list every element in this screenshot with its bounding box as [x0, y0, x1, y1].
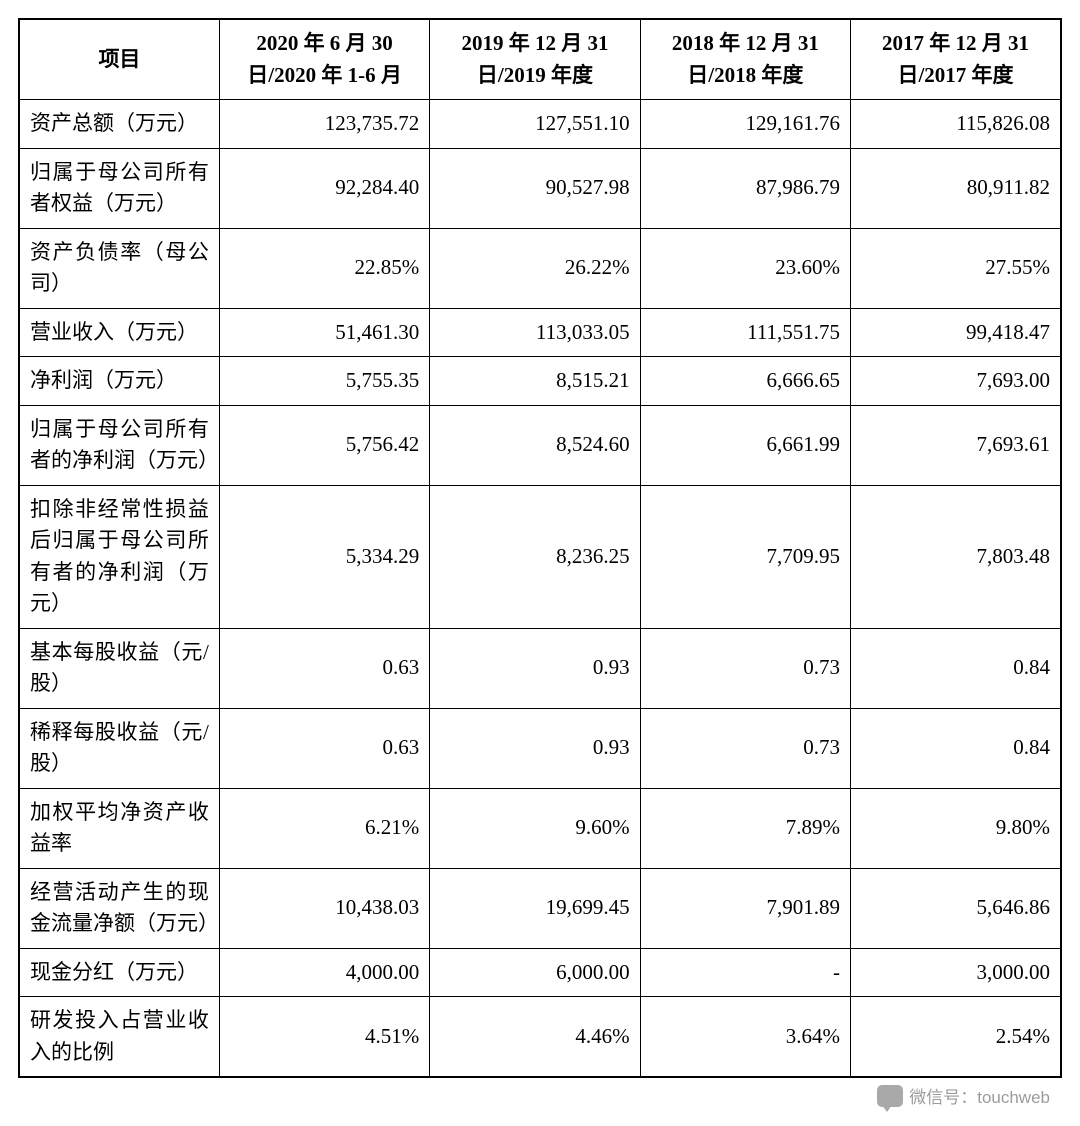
financial-table: 项目 2020 年 6 月 30 日/2020 年 1-6 月 2019 年 1…	[18, 18, 1062, 1078]
table-body: 资产总额（万元） 123,735.72 127,551.10 129,161.7…	[19, 100, 1061, 1078]
col-header-period-2019: 2019 年 12 月 31 日/2019 年度	[430, 19, 640, 100]
data-cell: 0.73	[640, 708, 850, 788]
data-cell: 8,524.60	[430, 405, 640, 485]
data-cell: 113,033.05	[430, 308, 640, 357]
data-cell: 8,236.25	[430, 485, 640, 628]
table-row: 净利润（万元） 5,755.35 8,515.21 6,666.65 7,693…	[19, 357, 1061, 406]
data-cell: 129,161.76	[640, 100, 850, 149]
table-row: 加权平均净资产收益率 6.21% 9.60% 7.89% 9.80%	[19, 788, 1061, 868]
col-header-item: 项目	[19, 19, 219, 100]
row-label: 加权平均净资产收益率	[19, 788, 219, 868]
table-row: 营业收入（万元） 51,461.30 113,033.05 111,551.75…	[19, 308, 1061, 357]
row-label: 归属于母公司所有者的净利润（万元）	[19, 405, 219, 485]
table-row: 经营活动产生的现金流量净额（万元） 10,438.03 19,699.45 7,…	[19, 868, 1061, 948]
data-cell: 6,000.00	[430, 948, 640, 997]
data-cell: 27.55%	[851, 228, 1061, 308]
row-label: 归属于母公司所有者权益（万元）	[19, 148, 219, 228]
data-cell: 99,418.47	[851, 308, 1061, 357]
row-label: 研发投入占营业收入的比例	[19, 997, 219, 1078]
data-cell: 0.93	[430, 628, 640, 708]
row-label: 扣除非经常性损益后归属于母公司所有者的净利润（万元）	[19, 485, 219, 628]
table-row: 资产总额（万元） 123,735.72 127,551.10 129,161.7…	[19, 100, 1061, 149]
table-row: 研发投入占营业收入的比例 4.51% 4.46% 3.64% 2.54%	[19, 997, 1061, 1078]
col-header-period-2018: 2018 年 12 月 31 日/2018 年度	[640, 19, 850, 100]
row-label: 净利润（万元）	[19, 357, 219, 406]
data-cell: 9.80%	[851, 788, 1061, 868]
table-row: 归属于母公司所有者权益（万元） 92,284.40 90,527.98 87,9…	[19, 148, 1061, 228]
data-cell: 5,646.86	[851, 868, 1061, 948]
row-label: 经营活动产生的现金流量净额（万元）	[19, 868, 219, 948]
data-cell: 0.63	[219, 628, 429, 708]
col-header-period-2017: 2017 年 12 月 31 日/2017 年度	[851, 19, 1061, 100]
data-cell: 87,986.79	[640, 148, 850, 228]
data-cell: 5,755.35	[219, 357, 429, 406]
col-header-period-2020h1: 2020 年 6 月 30 日/2020 年 1-6 月	[219, 19, 429, 100]
data-cell: 115,826.08	[851, 100, 1061, 149]
data-cell: 80,911.82	[851, 148, 1061, 228]
data-cell: 19,699.45	[430, 868, 640, 948]
data-cell: 9.60%	[430, 788, 640, 868]
data-cell: 0.84	[851, 628, 1061, 708]
table-row: 归属于母公司所有者的净利润（万元） 5,756.42 8,524.60 6,66…	[19, 405, 1061, 485]
data-cell: 5,334.29	[219, 485, 429, 628]
table-row: 现金分红（万元） 4,000.00 6,000.00 - 3,000.00	[19, 948, 1061, 997]
data-cell: 7,709.95	[640, 485, 850, 628]
data-cell: 51,461.30	[219, 308, 429, 357]
data-cell: 0.93	[430, 708, 640, 788]
data-cell: 22.85%	[219, 228, 429, 308]
data-cell: 7,803.48	[851, 485, 1061, 628]
data-cell: 0.63	[219, 708, 429, 788]
data-cell: 5,756.42	[219, 405, 429, 485]
data-cell: 6.21%	[219, 788, 429, 868]
data-cell: 4.46%	[430, 997, 640, 1078]
row-label: 资产总额（万元）	[19, 100, 219, 149]
data-cell: 6,661.99	[640, 405, 850, 485]
data-cell: 123,735.72	[219, 100, 429, 149]
data-cell: 23.60%	[640, 228, 850, 308]
table-row: 扣除非经常性损益后归属于母公司所有者的净利润（万元） 5,334.29 8,23…	[19, 485, 1061, 628]
table-row: 基本每股收益（元/股） 0.63 0.93 0.73 0.84	[19, 628, 1061, 708]
data-cell: 2.54%	[851, 997, 1061, 1078]
data-cell: 10,438.03	[219, 868, 429, 948]
data-cell: 8,515.21	[430, 357, 640, 406]
table-row: 资产负债率（母公司） 22.85% 26.22% 23.60% 27.55%	[19, 228, 1061, 308]
data-cell: -	[640, 948, 850, 997]
data-cell: 7,693.00	[851, 357, 1061, 406]
table-header-row: 项目 2020 年 6 月 30 日/2020 年 1-6 月 2019 年 1…	[19, 19, 1061, 100]
data-cell: 3.64%	[640, 997, 850, 1078]
watermark: 微信号：touchweb	[877, 1083, 1050, 1108]
data-cell: 3,000.00	[851, 948, 1061, 997]
data-cell: 4,000.00	[219, 948, 429, 997]
data-cell: 90,527.98	[430, 148, 640, 228]
wechat-icon	[877, 1085, 903, 1107]
row-label: 营业收入（万元）	[19, 308, 219, 357]
row-label: 资产负债率（母公司）	[19, 228, 219, 308]
row-label: 现金分红（万元）	[19, 948, 219, 997]
data-cell: 7.89%	[640, 788, 850, 868]
data-cell: 4.51%	[219, 997, 429, 1078]
watermark-text: 微信号：touchweb	[909, 1083, 1050, 1108]
data-cell: 7,901.89	[640, 868, 850, 948]
table-row: 稀释每股收益（元/股） 0.63 0.93 0.73 0.84	[19, 708, 1061, 788]
data-cell: 26.22%	[430, 228, 640, 308]
data-cell: 92,284.40	[219, 148, 429, 228]
data-cell: 127,551.10	[430, 100, 640, 149]
row-label: 基本每股收益（元/股）	[19, 628, 219, 708]
row-label: 稀释每股收益（元/股）	[19, 708, 219, 788]
data-cell: 111,551.75	[640, 308, 850, 357]
data-cell: 0.73	[640, 628, 850, 708]
data-cell: 7,693.61	[851, 405, 1061, 485]
data-cell: 0.84	[851, 708, 1061, 788]
data-cell: 6,666.65	[640, 357, 850, 406]
